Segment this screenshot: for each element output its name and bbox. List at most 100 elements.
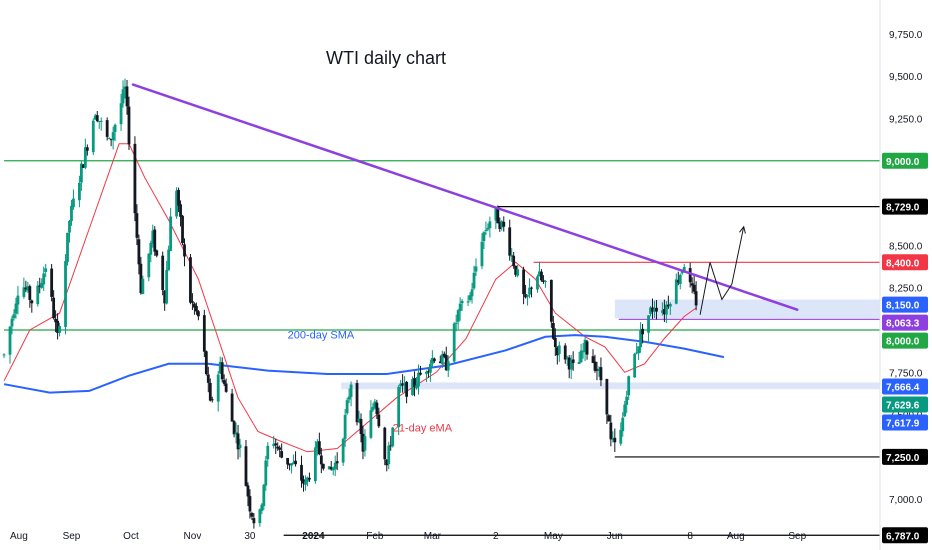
candle-body [26, 286, 30, 291]
candle-body [179, 204, 182, 217]
price-badge[interactable]: 8,150.0 [882, 296, 928, 313]
price-badge[interactable]: 6,787.0 [882, 527, 928, 544]
candle-body [343, 414, 347, 439]
candle-body [522, 269, 525, 295]
candle-body [373, 401, 377, 408]
candle-body [692, 284, 696, 292]
candle-body [119, 103, 123, 125]
candle-body [165, 269, 169, 304]
candle-body [542, 280, 545, 282]
price-badge[interactable]: 8,400.0 [882, 254, 928, 271]
candle-body [234, 432, 238, 435]
candle-body [484, 229, 488, 231]
candle-body [621, 417, 625, 432]
candle-body [66, 232, 69, 262]
candle-body [44, 268, 48, 272]
candle-body [571, 359, 575, 363]
horizontal-levels-layer [4, 160, 880, 536]
price-badge[interactable]: 8,729.0 [882, 198, 928, 215]
candle-body [230, 393, 234, 422]
price-badge[interactable]: 7,617.9 [882, 414, 928, 431]
candle-body [430, 357, 434, 364]
candle-body [555, 347, 559, 356]
candles-layer [2, 78, 698, 529]
price-badge[interactable]: 7,666.4 [882, 378, 928, 395]
candle-body [135, 213, 139, 238]
x-tick-label: Jun [607, 531, 623, 542]
candle-body [262, 484, 266, 506]
candle-body [72, 198, 75, 208]
candle-body [460, 300, 464, 304]
candle-body [536, 276, 539, 290]
price-badge[interactable]: 7,629.6 [882, 396, 928, 413]
candle-body [415, 385, 418, 389]
projection-path[interactable] [699, 226, 745, 315]
candle-body [12, 314, 16, 319]
x-tick-label: Feb [366, 531, 384, 542]
candle-body [563, 345, 567, 360]
candle-body [585, 341, 589, 355]
candle-body [694, 291, 698, 306]
candle-body [56, 320, 59, 333]
candle-body [355, 383, 359, 423]
price-badge[interactable]: 7,250.0 [882, 448, 928, 465]
candle-body [42, 273, 46, 285]
candle-body [427, 371, 430, 373]
candle-body [357, 418, 361, 422]
candle-body [516, 269, 520, 276]
candle-body [454, 322, 458, 324]
candle-body [567, 357, 571, 370]
candle-body [553, 337, 557, 348]
x-tick-label: Sep [788, 531, 806, 542]
candle-body [597, 368, 601, 371]
candle-body [458, 303, 462, 311]
candle-body [347, 396, 351, 400]
candle-body [557, 345, 561, 354]
candle-body [452, 323, 456, 362]
candle-body [425, 371, 428, 374]
price-badge-label: 8,729.0 [886, 203, 920, 214]
candle-body [252, 518, 256, 524]
candle-body [83, 147, 87, 168]
candle-body [391, 427, 395, 447]
candle-body [78, 182, 81, 201]
candle-body [649, 307, 652, 314]
price-badge-bg [882, 527, 928, 544]
price-badge-bg [882, 254, 928, 271]
time-scale[interactable]: Aug Sep Oct Nov 30 2024 Feb Mar 2 May Jun 8 Aug Sep [10, 531, 807, 542]
candle-body [155, 250, 159, 256]
candle-body [472, 272, 476, 289]
candle-body [661, 310, 664, 313]
candle-body [389, 445, 393, 447]
candle-body [647, 315, 650, 333]
candle-body [494, 208, 498, 221]
candle-body [64, 261, 67, 327]
descending-trendline[interactable] [131, 83, 799, 311]
candle-body [163, 290, 167, 304]
price-scale[interactable]: 7,000.07,250.07,500.07,750.08,250.08,500… [882, 30, 928, 544]
candle-body [676, 280, 680, 283]
candle-body [189, 257, 192, 303]
candle-body [413, 378, 416, 387]
candle-body [149, 242, 153, 255]
candle-body [280, 451, 284, 458]
candle-body [528, 287, 531, 295]
candle-body [28, 286, 32, 300]
price-badge[interactable]: 8,063.3 [882, 314, 928, 331]
candle-body [121, 89, 125, 104]
candle-body [538, 271, 541, 277]
candle-body [274, 443, 278, 446]
candle-body [161, 255, 165, 291]
candle-body [250, 513, 254, 517]
candle-body [306, 477, 309, 482]
candle-body [107, 138, 111, 140]
candle-body [111, 132, 115, 141]
candle-body [488, 221, 492, 229]
candle-body [377, 414, 381, 427]
candle-body [193, 303, 196, 308]
price-badge[interactable]: 9,000.0 [882, 152, 928, 169]
price-badge-bg [882, 414, 928, 431]
price-badge[interactable]: 8,000.0 [882, 332, 928, 349]
